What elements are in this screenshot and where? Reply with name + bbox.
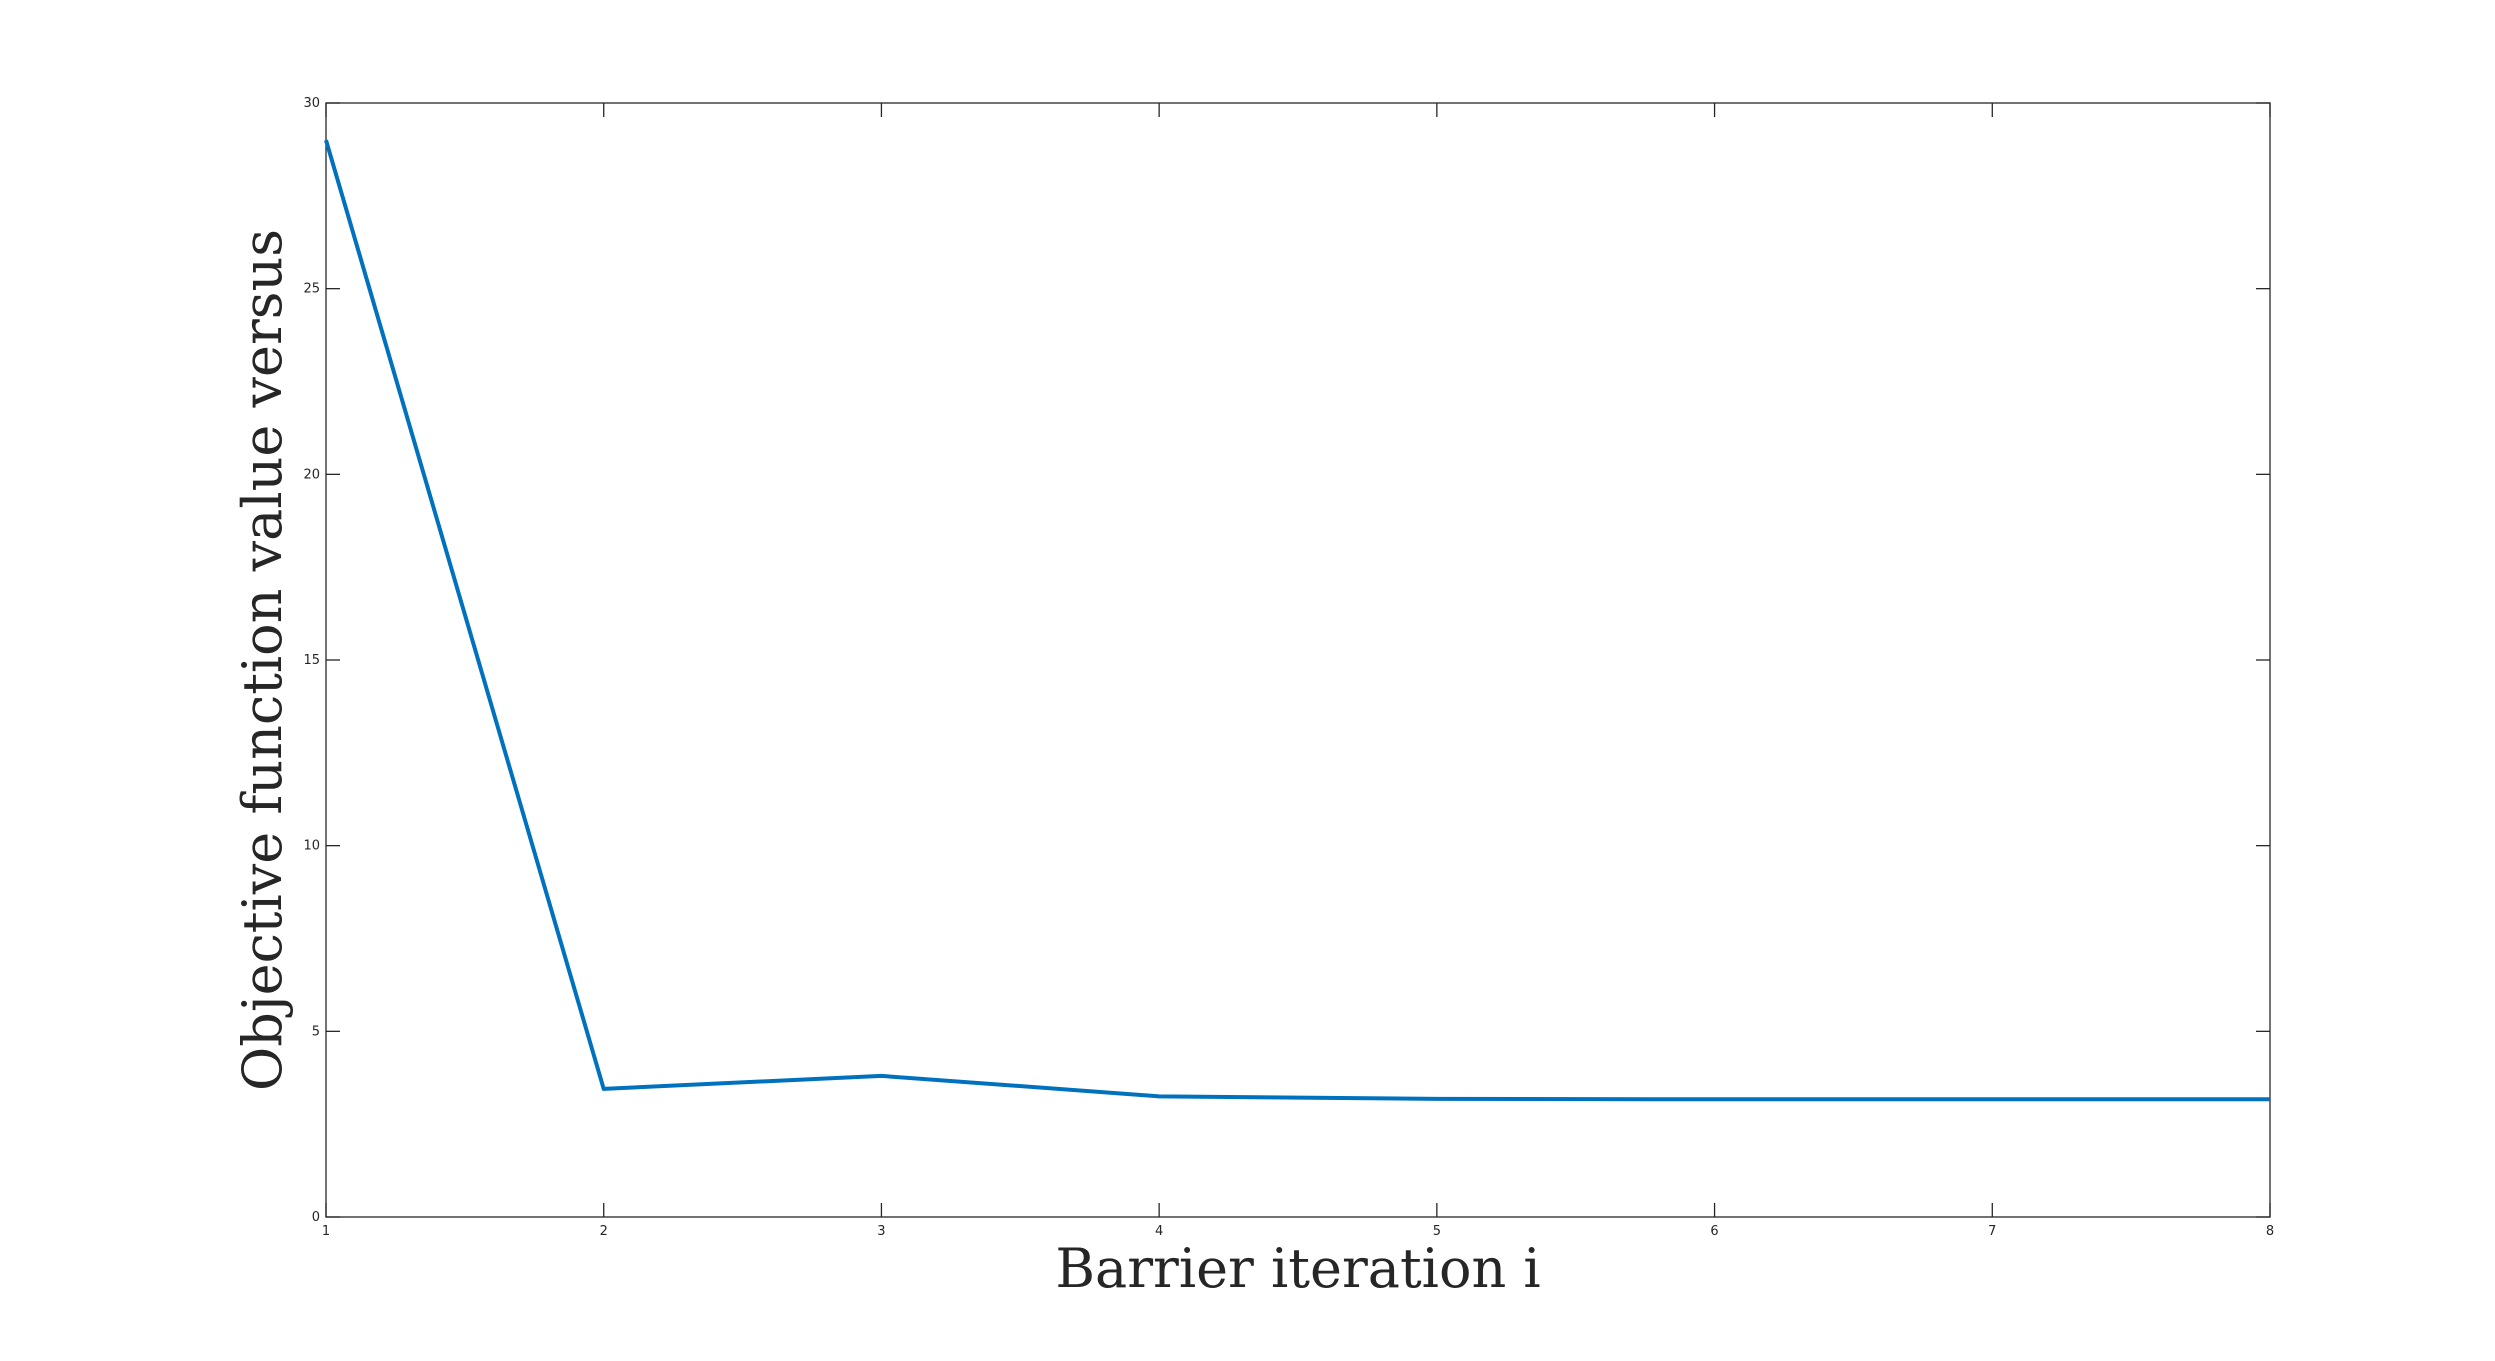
x-tick-label: 8 bbox=[2266, 1224, 2274, 1239]
plot-area bbox=[325, 102, 2271, 1218]
series-line-1 bbox=[324, 139, 2270, 1102]
x-tick-label: 1 bbox=[322, 1224, 330, 1239]
y-tick-label: 10 bbox=[303, 839, 320, 854]
x-tick-label: 7 bbox=[1988, 1224, 1996, 1239]
x-tick-label: 3 bbox=[877, 1224, 885, 1239]
x-tick-label: 6 bbox=[1710, 1224, 1718, 1239]
y-tick-label: 25 bbox=[303, 282, 320, 297]
series-layer bbox=[324, 139, 2270, 1102]
x-tick-label: 4 bbox=[1155, 1224, 1163, 1239]
y-tick-label: 0 bbox=[312, 1210, 320, 1225]
y-tick-label: 15 bbox=[303, 653, 320, 668]
axis-ticks: 1 2 3 4 5 6 7 8 0 5 10 15 20 25 30 bbox=[303, 96, 2274, 1239]
x-axis-title: Barrier iteration i bbox=[1055, 1237, 1540, 1300]
x-tick-label: 2 bbox=[600, 1224, 608, 1239]
y-tick-label: 30 bbox=[303, 96, 320, 111]
y-tick-label: 20 bbox=[303, 467, 320, 482]
y-tick-label: 5 bbox=[312, 1024, 320, 1039]
y-axis-title: Objective function value versus bbox=[231, 229, 294, 1091]
x-tick-label: 5 bbox=[1433, 1224, 1441, 1239]
axes-box bbox=[325, 102, 2271, 1218]
